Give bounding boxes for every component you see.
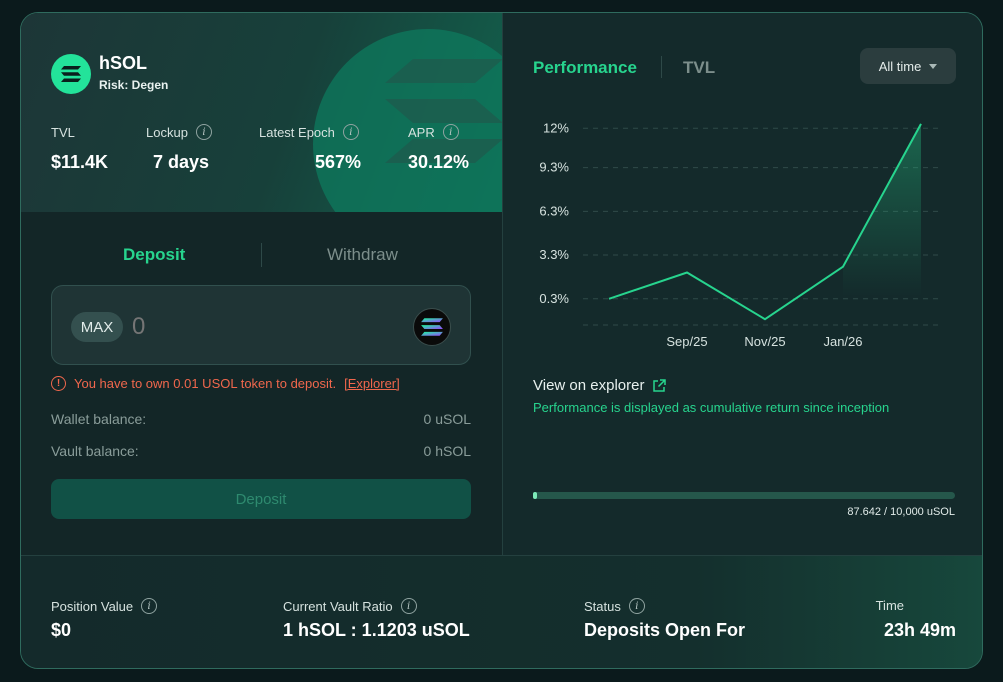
explorer-link[interactable]: [Explorer] [344,376,400,391]
tab-withdraw[interactable]: Withdraw [327,245,398,264]
lockup-label-text: Lockup [146,124,188,140]
lockup-label: Lockup i [146,124,212,140]
tvl-label: TVL [51,125,75,140]
position-value: $0 [51,620,72,640]
max-button[interactable]: MAX [71,312,123,342]
vault-card: hSOL Risk: Degen TVL $11.4K Lockup i 7 d… [20,12,983,669]
warning-text: You have to own 0.01 USOL token to depos… [74,376,337,391]
status-label: Status i [584,598,645,614]
tvl-value: $11.4K [51,152,109,172]
external-link-icon [653,378,667,392]
epoch-info-icon[interactable]: i [342,124,359,140]
tvl-label-text: TVL [51,125,75,140]
vault-risk-label: Risk: Degen [99,78,169,92]
apr-info-icon[interactable]: i [442,124,459,140]
lockup-info-icon[interactable]: i [195,124,212,140]
position-value-label-text: Position Value [51,598,134,614]
performance-note: Performance is displayed as cumulative r… [533,400,890,415]
capacity-progress-fill [533,492,537,499]
deposit-panel: hSOL Risk: Degen TVL $11.4K Lockup i 7 d… [21,13,502,555]
time-label: Time [876,598,904,613]
warning-icon: ! [51,376,66,391]
chart-line [608,123,922,321]
deposit-amount-box: MAX [51,285,471,365]
view-on-explorer-text: View on explorer [533,377,645,394]
y-tick-label: 0.3% [539,291,569,306]
x-tick-label: Sep/25 [666,334,707,349]
solana-icon[interactable] [413,308,451,346]
vault-ratio-info-icon[interactable]: i [400,598,417,614]
time-value: 23h 49m [883,620,956,640]
deposit-button[interactable]: Deposit [51,479,471,519]
chart-tab-divider [661,56,662,78]
deposit-warning: ! You have to own 0.01 USOL token to dep… [51,376,400,391]
vault-ratio-value: 1 hSOL : 1.1203 uSOL [283,620,470,640]
status-info-icon[interactable]: i [628,598,645,614]
time-label-text: Time [875,598,904,613]
vault-logo-icon [51,54,91,94]
position-info-icon[interactable]: i [141,598,158,614]
position-summary: Position Value i $0 Current Vault Ratio … [21,555,982,668]
apr-label-text: APR [408,124,435,140]
lockup-value: 7 days [153,152,210,172]
epoch-value: 567% [315,152,362,172]
vault-balance-value: 0 hSOL [423,443,471,459]
chart-area [843,123,921,298]
time-range-value: All time [878,58,922,74]
capacity-text: 87.642 / 10,000 uSOL [847,506,955,518]
amount-input[interactable] [130,308,394,346]
y-tick-label: 6.3% [539,203,569,218]
status-label-text: Status [584,598,621,614]
status-value: Deposits Open For [584,620,746,640]
epoch-label: Latest Epoch i [259,124,359,140]
x-tick-label: Jan/26 [823,334,862,349]
vault-ratio-label-text: Current Vault Ratio [283,598,393,614]
epoch-label-text: Latest Epoch [259,124,335,140]
view-on-explorer-link[interactable]: View on explorer [533,377,667,394]
vault-balance-label: Vault balance: [51,443,139,459]
solana-watermark-icon [385,59,502,163]
y-tick-label: 3.3% [539,247,569,262]
capacity-progress-bar [533,492,955,499]
position-value-label: Position Value i [51,598,158,614]
tab-divider [261,243,262,267]
y-tick-label: 12% [543,120,569,135]
wallet-balance-value: 0 uSOL [423,411,471,427]
wallet-balance-label: Wallet balance: [51,411,147,427]
vault-name: hSOL [99,53,147,73]
tab-performance[interactable]: Performance [533,58,637,77]
wallet-balance-row: Wallet balance: 0 uSOL [51,411,471,427]
time-range-dropdown[interactable]: All time [860,48,956,84]
apr-label: APR i [408,124,459,140]
y-tick-label: 9.3% [539,160,569,175]
tab-tvl[interactable]: TVL [683,58,716,77]
tab-deposit[interactable]: Deposit [123,245,186,264]
apr-value: 30.12% [408,152,470,172]
x-tick-label: Nov/25 [744,334,785,349]
vault-balance-row: Vault balance: 0 hSOL [51,443,471,459]
vault-ratio-label: Current Vault Ratio i [283,598,417,614]
chevron-down-icon [929,63,938,69]
performance-panel: Performance TVL All time 12% 9.3% 6.3% 3.3%… [502,13,982,555]
performance-chart: 12% 9.3% 6.3% 3.3% 0.3% Sep/25 Nov/25 Jan/26 [539,120,939,349]
vault-hero: hSOL Risk: Degen TVL $11.4K Lockup i 7 d… [21,13,502,212]
